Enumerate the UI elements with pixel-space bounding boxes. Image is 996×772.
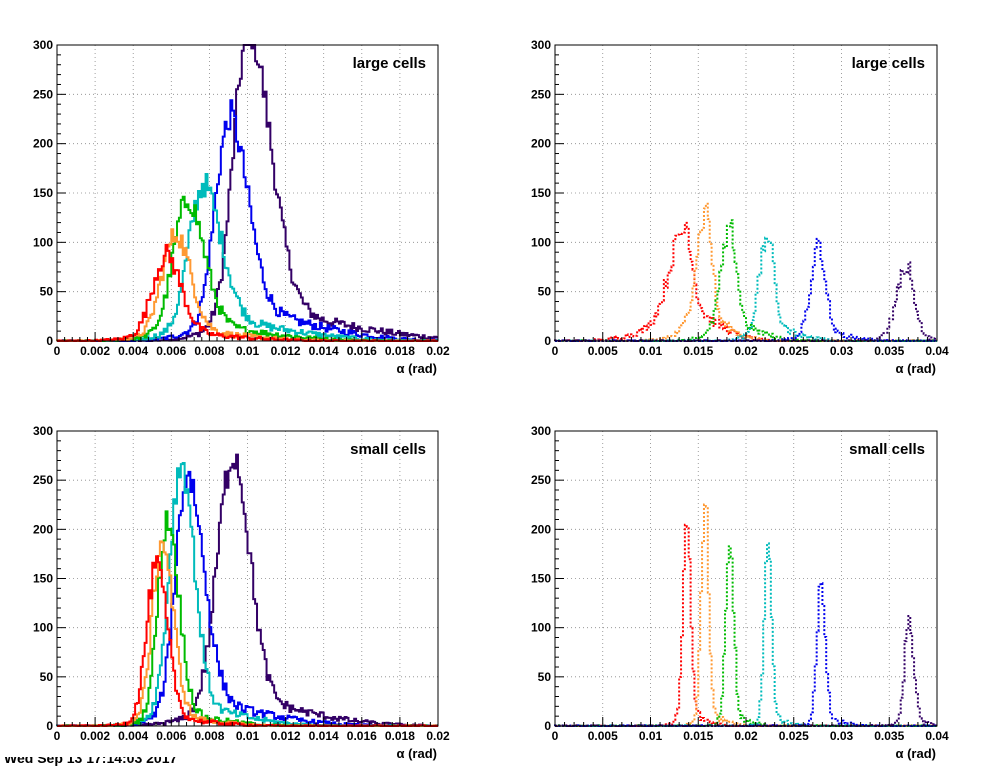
x-tick-label: 0.035	[874, 729, 904, 743]
panel-top-left: 0 0.002 0.004 0.006 0.008 0.01 0.012 0.014 0.016…	[33, 38, 450, 376]
y-tick-label: 0	[46, 719, 53, 733]
grid	[57, 431, 438, 726]
y-tick-label: 100	[33, 235, 53, 249]
y-tick-label: 100	[531, 621, 551, 635]
y-tick-label: 300	[531, 424, 551, 438]
x-axis-title: α (rad)	[896, 746, 937, 761]
panel-bottom-right: 0 0.005 0.01 0.015 0.02 0.025 0.03 0.035 0.04 0 50…	[531, 424, 949, 761]
grid	[555, 431, 937, 726]
x-tick-label: 0.004	[118, 729, 148, 743]
y-tick-label: 150	[531, 572, 551, 586]
x-tick-label: 0.04	[925, 344, 949, 358]
x-axis-title: α (rad)	[397, 361, 438, 376]
x-tick-label: 0.01	[639, 729, 663, 743]
x-tick-label: 0.004	[118, 344, 148, 358]
histogram-series-4	[554, 542, 937, 727]
y-tick-label: 150	[531, 186, 551, 200]
histogram-series-6	[57, 555, 438, 727]
y-tick-label: 200	[531, 522, 551, 536]
x-tick-label: 0.016	[347, 344, 377, 358]
x-tick-label: 0	[552, 344, 559, 358]
histogram-series-4	[554, 236, 937, 342]
x-tick-label: 0.015	[683, 729, 713, 743]
x-tick-label: 0.008	[194, 729, 224, 743]
x-tick-label: 0.002	[80, 344, 110, 358]
x-tick-label: 0	[54, 729, 61, 743]
x-tick-label: 0.02	[734, 344, 758, 358]
x-tick-label: 0.012	[271, 729, 301, 743]
x-tick-label: 0.02	[426, 729, 450, 743]
panel-top-right: 0 0.005 0.01 0.015 0.02 0.025 0.03 0.035 0.04 0 50…	[531, 38, 949, 376]
x-tick-label: 0.03	[830, 729, 854, 743]
panel-label: large cells	[353, 55, 426, 72]
histogram-series-3	[56, 462, 438, 727]
x-axis-title: α (rad)	[896, 361, 937, 376]
x-tick-label: 0.005	[588, 344, 618, 358]
x-tick-label: 0	[552, 729, 559, 743]
x-tick-label: 0.005	[588, 729, 618, 743]
y-tick-label: 50	[538, 670, 552, 684]
panel-label: small cells	[849, 441, 925, 458]
y-tick-label: 300	[531, 38, 551, 52]
x-tick-label: 0.035	[874, 344, 904, 358]
y-tick-label: 300	[33, 38, 53, 52]
y-tick-label: 0	[46, 334, 53, 348]
x-axis-title: α (rad)	[397, 746, 438, 761]
x-tick-label: 0.006	[156, 344, 186, 358]
x-tick-label: 0.04	[925, 729, 949, 743]
x-tick-label: 0.02	[734, 729, 758, 743]
footer-timestamp: Wed Sep 13 17:14:03 2017	[0, 757, 300, 772]
y-tick-label: 150	[33, 572, 53, 586]
x-tick-label: 0.01	[236, 729, 260, 743]
y-tick-label: 0	[544, 334, 551, 348]
histogram-series-3	[554, 219, 937, 342]
x-tick-label: 0.025	[779, 729, 809, 743]
x-tick-label: 0.01	[236, 344, 260, 358]
grid	[57, 45, 438, 341]
panel-label: large cells	[852, 55, 925, 72]
x-tick-label: 0.018	[385, 344, 415, 358]
x-tick-label: 0.018	[385, 729, 415, 743]
y-tick-label: 50	[40, 285, 54, 299]
y-tick-label: 0	[544, 719, 551, 733]
x-tick-label: 0.012	[271, 344, 301, 358]
histogram-series-5	[57, 540, 438, 727]
y-tick-label: 50	[40, 670, 54, 684]
x-tick-label: 0.016	[347, 729, 377, 743]
y-tick-label: 100	[531, 235, 551, 249]
grid	[555, 45, 937, 341]
x-tick-label: 0.014	[309, 729, 339, 743]
panel-label: small cells	[350, 441, 426, 458]
x-tick-label: 0.014	[309, 344, 339, 358]
panel-bottom-left: 0 0.002 0.004 0.006 0.008 0.01 0.012 0.014 0.016…	[33, 424, 450, 761]
x-tick-label: 0.03	[830, 344, 854, 358]
x-tick-label: 0	[54, 344, 61, 358]
x-tick-label: 0.002	[80, 729, 110, 743]
y-tick-label: 200	[33, 137, 53, 151]
y-tick-label: 250	[33, 87, 53, 101]
x-tick-label: 0.006	[156, 729, 186, 743]
histogram-series-5	[554, 582, 937, 727]
y-tick-label: 100	[33, 621, 53, 635]
histogram-series-2	[554, 202, 937, 342]
x-tick-label: 0.015	[683, 344, 713, 358]
y-tick-label: 300	[33, 424, 53, 438]
footer-text: Wed Sep 13 17:14:03 2017	[4, 757, 178, 766]
y-tick-label: 150	[33, 186, 53, 200]
x-tick-label: 0.025	[779, 344, 809, 358]
x-tick-label: 0.008	[194, 344, 224, 358]
x-tick-label: 0.02	[426, 344, 450, 358]
y-tick-label: 200	[33, 522, 53, 536]
y-tick-label: 200	[531, 137, 551, 151]
y-tick-label: 250	[531, 87, 551, 101]
y-tick-label: 50	[538, 285, 552, 299]
y-tick-label: 250	[33, 473, 53, 487]
y-tick-label: 250	[531, 473, 551, 487]
x-tick-label: 0.01	[639, 344, 663, 358]
histogram-series-2	[56, 99, 438, 342]
histogram-series-6	[57, 243, 438, 342]
